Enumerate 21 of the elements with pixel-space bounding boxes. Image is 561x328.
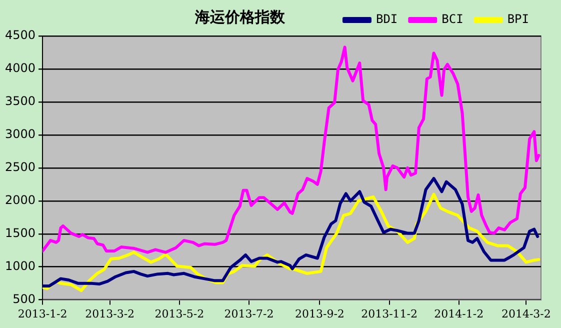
x-tick-label: 2013-3-2	[85, 307, 135, 320]
x-tick-label: 2013-9-2	[294, 307, 344, 320]
y-tick-label: 3000	[4, 127, 36, 142]
y-tick-label: 1500	[4, 226, 36, 240]
legend-label: BPI	[507, 12, 530, 26]
x-tick-label: 2013-7-2	[224, 307, 274, 320]
x-tick-label: 2013-1-2	[18, 307, 68, 320]
chart-title: 海运价格指数	[194, 8, 286, 27]
y-tick-label: 2500	[4, 160, 36, 174]
y-tick-label: 4500	[4, 28, 36, 42]
y-tick-label: 2000	[4, 193, 36, 207]
x-tick-label: 2013-5-2	[154, 307, 204, 320]
x-tick-label: 2013-11-2	[361, 307, 418, 320]
y-tick-label: 4000	[4, 61, 36, 76]
legend-label: BDI	[376, 12, 398, 26]
y-tick-label: 3500	[4, 94, 36, 108]
y-tick-label: 500	[12, 292, 36, 306]
legend-label: BCI	[442, 12, 464, 26]
x-tick-label: 2014-3-2	[501, 307, 551, 320]
x-tick-label: 2014-1-2	[434, 307, 484, 320]
y-tick-label: 1000	[4, 258, 36, 273]
